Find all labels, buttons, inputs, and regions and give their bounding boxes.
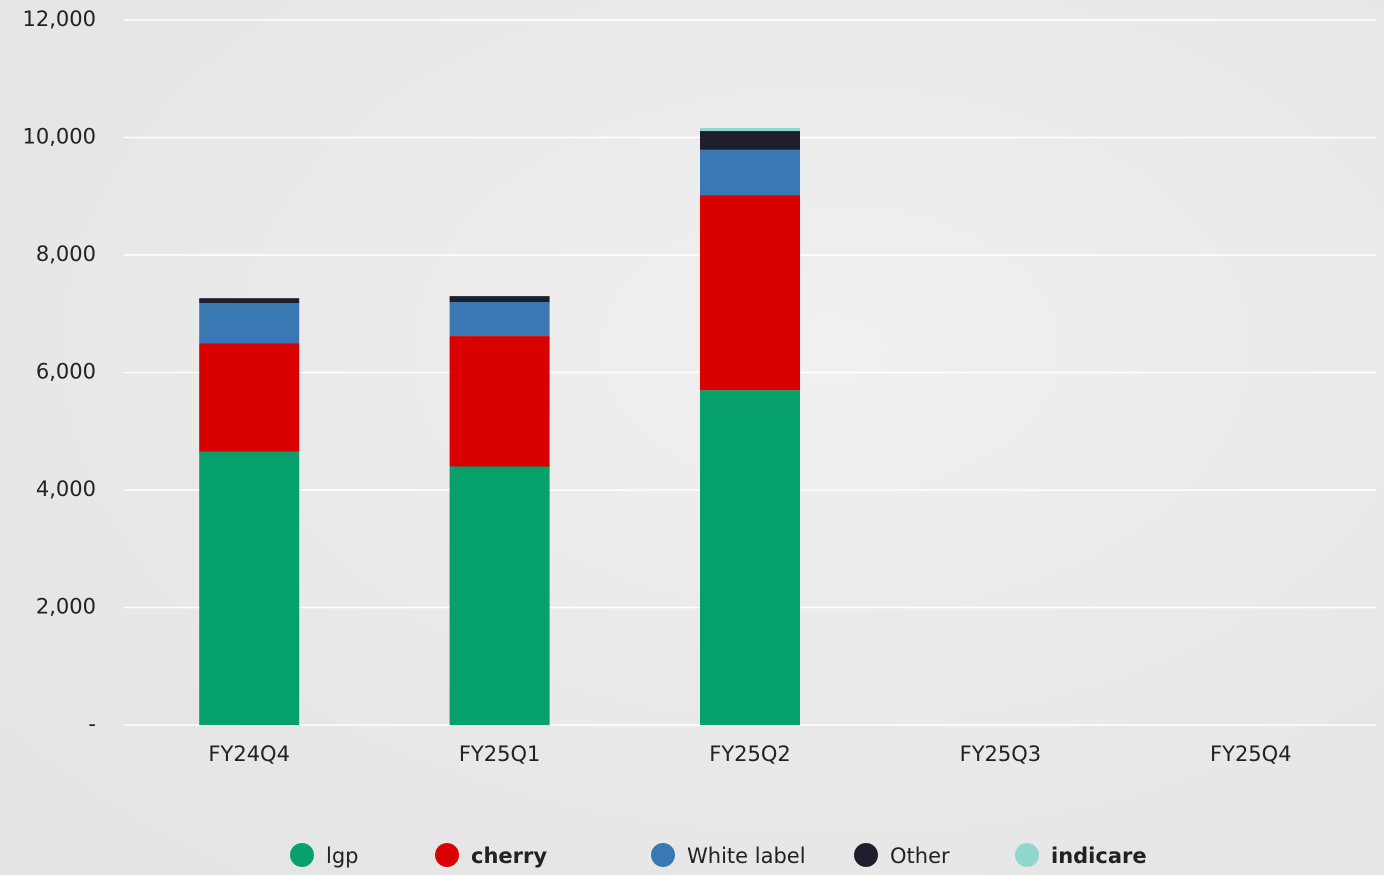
y-tick-label: 4,000	[36, 477, 96, 501]
legend-label: lgp	[326, 844, 359, 868]
legend-marker	[435, 843, 459, 867]
bar-segment	[700, 131, 800, 150]
bar-segment	[700, 149, 800, 196]
legend-marker	[1015, 843, 1039, 867]
bar-segment	[199, 451, 300, 725]
bar-segment	[700, 390, 800, 725]
bar-segment	[449, 336, 550, 467]
x-tick-label: FY25Q1	[459, 742, 541, 766]
bar-segment	[199, 303, 300, 344]
bar-segment	[700, 128, 800, 132]
legend-label: White label	[687, 844, 806, 868]
x-tick-label: FY24Q4	[208, 742, 290, 766]
x-tick-label: FY25Q4	[1210, 742, 1292, 766]
x-tick-label: FY25Q3	[960, 742, 1042, 766]
y-tick-label: 10,000	[23, 125, 96, 149]
bar-segment	[449, 466, 550, 725]
legend-label: Other	[890, 844, 950, 868]
legend-marker	[854, 843, 878, 867]
legend-label: indicare	[1051, 844, 1147, 868]
y-tick-label: 6,000	[36, 360, 96, 384]
bar-segment	[700, 195, 800, 391]
legend-marker	[651, 843, 675, 867]
legend-label: cherry	[471, 844, 547, 868]
y-tick-label: 12,000	[23, 7, 96, 31]
bar-segment	[199, 343, 300, 452]
bar-segment	[199, 298, 300, 304]
bar-segment	[449, 302, 550, 337]
y-tick-label: 8,000	[36, 242, 96, 266]
y-tick-label: 2,000	[36, 595, 96, 619]
x-tick-label: FY25Q2	[709, 742, 791, 766]
legend-marker	[290, 843, 314, 867]
bar-segment	[449, 296, 550, 302]
y-tick-label: -	[88, 712, 96, 736]
